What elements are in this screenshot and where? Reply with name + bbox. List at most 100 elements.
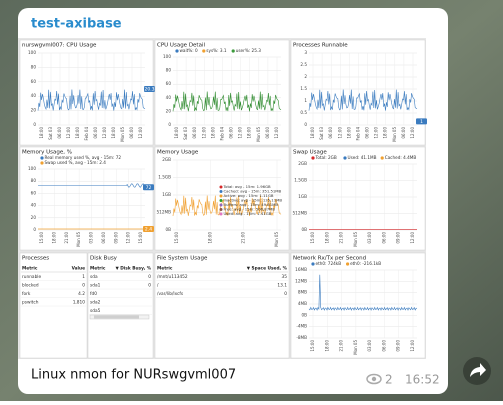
y-tick-label: 2.5	[300, 62, 307, 67]
y-tick-label: 16MB	[295, 267, 307, 272]
table-cell: 1,810	[73, 300, 86, 306]
x-tick-label: 12:00	[126, 232, 131, 244]
legend-dot	[219, 212, 223, 216]
legend-dot	[175, 49, 179, 53]
legend-label: Cached: 4.4MB	[385, 155, 417, 160]
widget-title: Memory Usage	[157, 150, 199, 156]
value-badge-label: 72	[146, 185, 152, 191]
table-cell: 0	[82, 283, 85, 289]
legend-dot	[346, 262, 350, 266]
table-cell: sda	[90, 274, 98, 280]
table-header: Value	[72, 266, 86, 272]
x-tick-label: 06:00	[381, 340, 386, 352]
legend-dot	[343, 156, 347, 160]
x-tick-label: 06:00	[93, 127, 98, 139]
legend-dot	[219, 194, 223, 198]
x-tick-label: 18:00	[39, 127, 44, 139]
y-tick-label: 2GB	[162, 157, 171, 162]
x-tick-label: 09:00	[113, 232, 118, 244]
y-tick-label: 1	[304, 98, 307, 103]
x-tick-label: 03:00	[367, 340, 372, 352]
widget-title: nurswgvml007: CPU Usage	[22, 43, 97, 49]
legend-dot	[219, 190, 223, 193]
x-tick-label: 12:00	[374, 127, 379, 139]
y-tick-label: 12MB	[295, 278, 307, 283]
table-header: Metric	[90, 266, 106, 272]
legend-label: Total: 2GB	[315, 155, 337, 160]
channel-title[interactable]: test-axibase	[31, 17, 122, 32]
y-tick-label: 100	[163, 54, 171, 59]
y-tick-label: 100	[28, 166, 36, 171]
table-cell: blocked	[22, 283, 39, 289]
scrollbar-thumb	[94, 315, 139, 319]
x-tick-label: 09:00	[396, 232, 401, 244]
table-title: Disk Busy	[90, 256, 118, 262]
x-tick-label: 12:00	[410, 127, 415, 139]
table-cell: fork	[22, 291, 31, 297]
legend-dot	[311, 156, 315, 160]
table-cell: /mnt/u113452	[157, 274, 188, 280]
y-tick-label: 512MB	[293, 211, 308, 216]
table-title: File System Usage	[157, 256, 208, 262]
x-tick-label: 06:00	[57, 127, 62, 139]
y-tick-label: 80	[31, 178, 37, 183]
y-tick-label: 0	[304, 122, 307, 127]
y-tick-label: 40	[166, 95, 172, 100]
panel	[154, 39, 290, 146]
y-tick-label: 0	[33, 227, 36, 232]
y-tick-label: 512MB	[157, 210, 172, 215]
x-tick-label: 18:00	[310, 127, 315, 139]
table-header: Metric	[157, 266, 173, 272]
legend-label: Cached: avg - 15m: 351.51MB	[224, 189, 282, 194]
x-tick-label: 18:00	[247, 127, 252, 139]
y-tick-label: 80	[166, 68, 172, 73]
share-button[interactable]	[463, 357, 491, 385]
legend-dot	[231, 49, 235, 53]
widget-title: Memory Usage, %	[22, 150, 72, 156]
x-tick-label: 18:00	[346, 127, 351, 139]
value-badge-label: 1	[420, 119, 423, 125]
x-tick-label: Mon 05	[256, 127, 261, 142]
x-tick-label: 21:00	[339, 340, 344, 352]
panel	[154, 252, 290, 359]
table-header: Metric	[22, 266, 38, 272]
legend-label: Free: avg - 15m: 506.87MB	[224, 207, 276, 212]
y-tick-label: 8MB	[298, 290, 307, 295]
x-tick-label: Sat 03	[183, 127, 188, 140]
x-tick-label: Sat 03	[48, 127, 53, 140]
legend-dot	[202, 49, 206, 53]
y-tick-label: 60	[166, 81, 172, 86]
panel	[87, 252, 154, 359]
y-tick-label: 1.5GB	[158, 175, 171, 180]
table-cell: 0	[284, 291, 287, 297]
table-cell: 4.2	[78, 291, 85, 297]
x-tick-label: 18:00	[207, 232, 212, 244]
y-tick-label: 80	[31, 64, 37, 69]
x-tick-label: 06:00	[101, 232, 106, 244]
y-tick-label: 100	[28, 50, 36, 55]
y-tick-label: 20	[31, 215, 37, 220]
value-badge	[416, 118, 427, 125]
x-tick-label: 21:00	[241, 232, 246, 244]
legend-label: Used: 41.1MB	[348, 155, 377, 160]
x-tick-label: 06:00	[192, 127, 197, 139]
legend-dot	[311, 262, 315, 266]
y-tick-label: -4MB	[296, 324, 307, 329]
x-tick-label: 18:00	[111, 127, 116, 139]
table-cell: 13.1	[277, 283, 287, 289]
y-tick-label: 2GB	[298, 161, 307, 166]
x-tick-label: Mon 05	[76, 232, 81, 247]
x-tick-label: 06:00	[328, 127, 333, 139]
trace	[172, 91, 282, 112]
x-tick-label: Sat 03	[319, 127, 324, 140]
x-tick-label: 18:00	[174, 127, 179, 139]
value-badge-label: 20.3	[144, 87, 154, 93]
y-tick-label: 0B	[301, 312, 307, 317]
legend-dot	[219, 203, 223, 207]
panel	[154, 146, 290, 251]
y-tick-label: 1GB	[162, 192, 171, 197]
y-tick-label: 0B	[301, 227, 307, 232]
trace	[308, 274, 418, 311]
